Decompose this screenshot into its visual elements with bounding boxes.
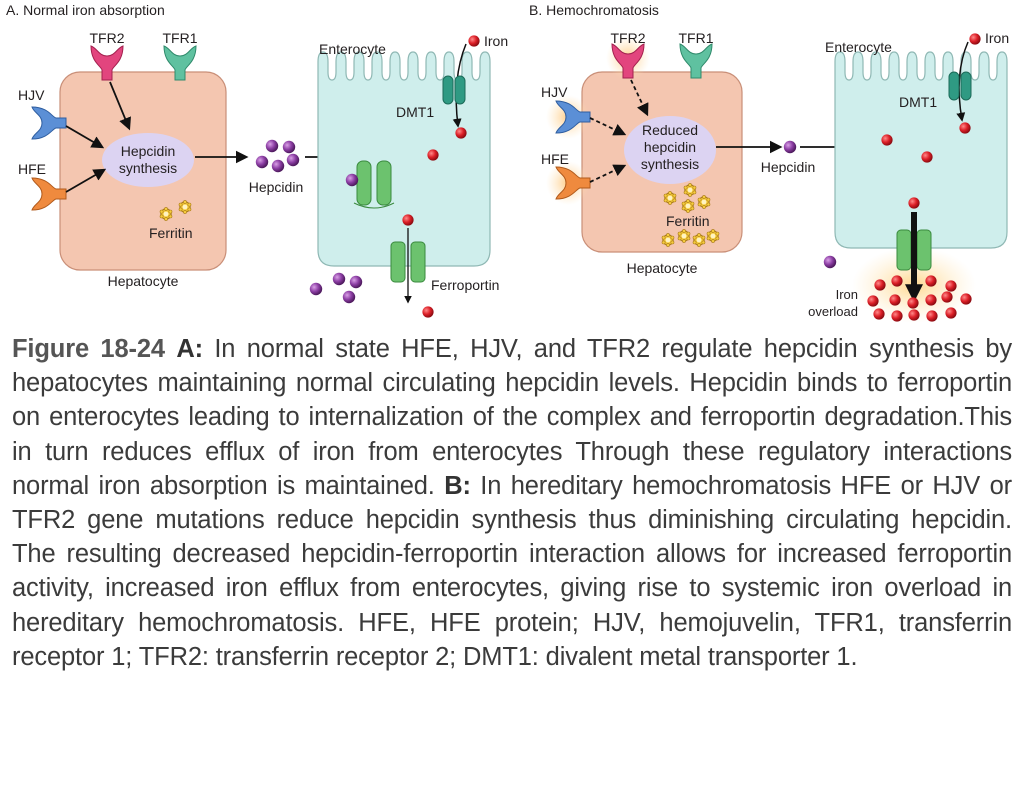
iron-absorption-diagram: A. Normal iron absorption Hepcidin synth… <box>6 2 1009 323</box>
hepatocyte-label-a: Hepatocyte <box>108 273 179 289</box>
hepcidin-dot-bound-a <box>345 173 359 187</box>
iron-dot-b-inside-3 <box>921 151 933 163</box>
panel-a: A. Normal iron absorption Hepcidin synth… <box>6 2 508 318</box>
overload-iron-dot-13 <box>908 309 920 321</box>
hepcidin-dot-a-8 <box>309 282 323 296</box>
hepcidin-dot-b-1 <box>783 140 797 154</box>
hepcidin-dot-a-9 <box>342 290 356 304</box>
enterocyte-cell-a <box>317 51 491 267</box>
reduced-label-b-1: Reduced <box>642 122 698 138</box>
arrow-hjv-to-synthesis-a <box>65 125 105 149</box>
hepcidin-dot-a-2 <box>282 140 296 154</box>
overload-iron-dot-11 <box>873 308 885 320</box>
hjv-label-a: HJV <box>18 87 45 103</box>
iron-dot-a-inside-3 <box>402 214 414 226</box>
ferritin-label-b: Ferritin <box>666 213 710 229</box>
iron-dot-b-outside <box>969 33 981 45</box>
iron-dot-b-inside-2 <box>881 134 893 146</box>
reduced-label-b-3: synthesis <box>641 156 699 172</box>
iron-label-a: Iron <box>484 33 508 49</box>
hepcidin-dot-a-1 <box>265 139 279 153</box>
overload-iron-dot-7 <box>907 297 919 309</box>
hepcidin-synthesis-bubble-a <box>102 133 194 187</box>
tfr1-label-b: TFR1 <box>679 30 714 46</box>
hepcidin-dot-a-6 <box>332 272 346 286</box>
dashed-arrow-hjv-b <box>589 117 627 136</box>
panel-a-title: A. Normal iron absorption <box>6 2 165 18</box>
hepcidin-dot-b-2 <box>823 255 837 269</box>
overload-iron-dot-12 <box>891 310 903 322</box>
iron-dot-a-inside-2 <box>427 149 439 161</box>
hepcidin-label-a: Hepcidin <box>249 179 303 195</box>
iron-dot-a-efflux <box>422 306 434 318</box>
enterocyte-label-a: Enterocyte <box>319 41 386 57</box>
hepatocyte-label-b: Hepatocyte <box>627 260 698 276</box>
reduced-synthesis-bubble-b <box>624 116 716 184</box>
overload-iron-dot-5 <box>867 295 879 307</box>
hepcidin-label-b: Hepcidin <box>761 159 815 175</box>
hepcidin-synthesis-label-a-2: synthesis <box>119 160 177 176</box>
overload-iron-dot-15 <box>945 307 957 319</box>
caption-label-b: B: <box>444 471 471 500</box>
arrow-hfe-to-synthesis-a <box>65 168 107 193</box>
hepcidin-synthesis-label-a-1: Hepcidin <box>121 143 175 159</box>
iron-dot-b-inside-4 <box>908 197 920 209</box>
panel-b: B. Hemochromatosis Reduced hepcidin synt… <box>529 2 1009 323</box>
dashed-arrow-tfr2-b <box>630 79 649 117</box>
overload-iron-dot-4 <box>945 280 957 292</box>
overload-iron-dot-1 <box>874 279 886 291</box>
tfr2-label-b: TFR2 <box>611 30 646 46</box>
iron-dot-a-outside <box>468 35 480 47</box>
hepcidin-dot-a-4 <box>271 159 285 173</box>
overload-iron-dot-9 <box>941 291 953 303</box>
arrow-tfr2-to-synthesis-a <box>109 81 131 131</box>
iron-dot-b-inside-1 <box>959 122 971 134</box>
tfr2-label-a: TFR2 <box>90 30 125 46</box>
hjv-label-b: HJV <box>541 84 568 100</box>
caption-figure-number: Figure 18-24 <box>12 335 165 363</box>
hepcidin-dot-a-7 <box>349 275 363 289</box>
iron-label-b: Iron <box>985 30 1009 46</box>
dashed-arrow-hfe-b <box>589 164 627 183</box>
overload-iron-dot-10 <box>960 293 972 305</box>
hepcidin-dot-a-3 <box>255 155 269 169</box>
dmt1-label-b: DMT1 <box>899 94 937 110</box>
overload-iron-dot-14 <box>926 310 938 322</box>
iron-overload-label-2: overload <box>808 304 858 319</box>
overload-iron-dot-3 <box>925 275 937 287</box>
reduced-label-b-2: hepcidin <box>644 139 696 155</box>
figure-caption: Figure 18-24 A: In normal state HFE, HJV… <box>12 332 1012 674</box>
dmt1-label-a: DMT1 <box>396 104 434 120</box>
ferritin-label-a: Ferritin <box>149 225 193 241</box>
overload-iron-dot-2 <box>891 275 903 287</box>
panel-b-title: B. Hemochromatosis <box>529 2 659 18</box>
overload-iron-dot-6 <box>889 294 901 306</box>
caption-text-b: In hereditary hemochromatosis HFE or HJV… <box>12 471 1012 671</box>
ferroportin-label-a: Ferroportin <box>431 277 499 293</box>
enterocyte-cell-b <box>834 51 1008 249</box>
hfe-label-a: HFE <box>18 161 46 177</box>
iron-dot-a-inside-1 <box>455 127 467 139</box>
enterocyte-label-b: Enterocyte <box>825 39 892 55</box>
iron-overload-label-1: Iron <box>836 287 858 302</box>
overload-iron-dot-8 <box>925 294 937 306</box>
tfr1-label-a: TFR1 <box>163 30 198 46</box>
caption-text-a: In normal state HFE, HJV, and TFR2 regul… <box>12 335 1013 500</box>
caption-label-a: A: <box>176 335 203 363</box>
arrow-iron-through-dmt1-b <box>956 41 969 122</box>
hepcidin-dot-a-5 <box>286 153 300 167</box>
hfe-label-b: HFE <box>541 151 569 167</box>
internalized-ferroportin-icon-a <box>353 160 395 209</box>
